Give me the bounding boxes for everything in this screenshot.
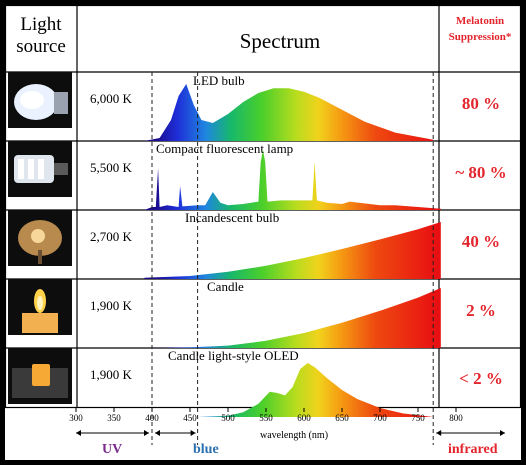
suppression-incandescent: 40 %	[461, 232, 501, 251]
oled-light-photo	[8, 348, 72, 404]
x-tick-650: 650	[335, 413, 349, 423]
uv-arrow-head-left	[76, 430, 81, 436]
header-melatonin-suppression: Melatonin Suppression*	[448, 15, 512, 43]
series-label-led: LED bulb	[193, 73, 245, 88]
temperature-candle: 1,900 K	[90, 298, 132, 313]
suppression-oled: < 2 %	[459, 369, 503, 388]
chart-panel: Light source Spectrum Melatonin Suppress…	[5, 5, 521, 460]
x-tick-700: 700	[373, 413, 387, 423]
temperature-cfl: 5,500 K	[90, 160, 132, 175]
x-tick-800: 800	[449, 413, 463, 423]
series-area-led	[144, 84, 434, 141]
led-bulb-photo	[8, 72, 72, 128]
series-area-oled	[152, 363, 434, 417]
blue-arrow-head-right	[190, 430, 196, 436]
suppression-cfl: ~ 80 %	[455, 163, 507, 182]
series-area-cfl	[144, 150, 441, 210]
infrared-arrow-head-left	[436, 430, 442, 436]
series-area-candle	[152, 288, 441, 348]
x-tick-500: 500	[221, 413, 235, 423]
suppression-led: 80 %	[461, 94, 501, 113]
candle-photo	[8, 279, 72, 335]
temperature-led: 6,000 K	[90, 91, 132, 106]
series-label-incandescent: Incandescent bulb	[185, 210, 280, 225]
x-tick-400: 400	[145, 413, 159, 423]
series-label-oled: Candle light-style OLED	[168, 348, 299, 363]
x-axis-label: wavelength (nm)	[260, 430, 329, 441]
incandescent-bulb-photo	[8, 210, 72, 266]
temperature-incandescent: 2,700 K	[90, 229, 132, 244]
temperature-oled: 1,900 K	[90, 367, 132, 382]
x-tick-550: 550	[259, 413, 273, 423]
band-label-blue: blue	[193, 442, 219, 457]
x-tick-750: 750	[411, 413, 425, 423]
suppression-candle: 2 %	[466, 301, 496, 320]
spectrum-chart	[5, 5, 521, 445]
x-tick-600: 600	[297, 413, 311, 423]
x-tick-450: 450	[183, 413, 197, 423]
fluorescent-lamp-photo	[8, 141, 72, 197]
header-light-source: Light source	[16, 14, 66, 57]
blue-arrow-head-left	[155, 430, 160, 436]
uv-arrow-head-right	[144, 430, 149, 436]
header-spectrum: Spectrum	[239, 29, 321, 53]
infrared-arrow-head-right	[500, 430, 505, 436]
x-tick-300: 300	[69, 413, 83, 423]
series-area-incandescent	[144, 222, 441, 279]
band-label-uv: UV	[102, 442, 123, 457]
series-label-candle: Candle	[207, 279, 244, 294]
series-label-cfl: Compact fluorescent lamp	[156, 141, 294, 156]
band-label-infrared: infrared	[448, 442, 498, 457]
x-tick-350: 350	[107, 413, 121, 423]
